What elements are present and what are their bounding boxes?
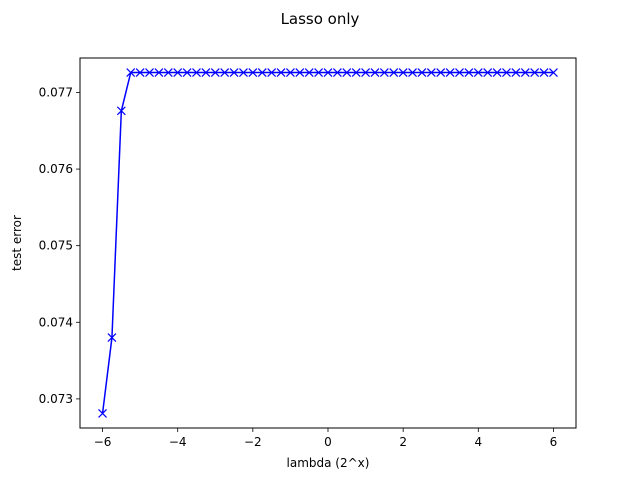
data-point-marker (173, 68, 183, 77)
data-point-marker (145, 68, 154, 77)
data-point-marker (342, 68, 352, 77)
x-axis-label: lambda (2^x) (287, 456, 370, 470)
data-point-marker (361, 68, 371, 77)
data-point-marker (417, 68, 427, 77)
data-point-marker (154, 68, 164, 77)
y-tick-label: 0.074 (39, 315, 73, 329)
data-point-marker (520, 68, 530, 77)
data-point-marker (530, 68, 540, 77)
data-point-marker (370, 68, 380, 77)
y-axis-label: test error (10, 215, 24, 271)
data-point-marker (239, 68, 248, 77)
data-point-marker (285, 68, 295, 77)
data-point-marker (323, 68, 333, 77)
data-point-marker (210, 68, 220, 77)
data-point-marker (248, 68, 258, 77)
data-point-marker (126, 68, 136, 77)
y-tick-label: 0.077 (39, 85, 73, 99)
axes-frame (79, 57, 577, 429)
data-point-marker (295, 68, 305, 77)
data-point-marker (257, 68, 267, 77)
data-point-marker (182, 68, 192, 77)
x-tick-label: 4 (474, 435, 482, 449)
y-tick-label: 0.076 (39, 162, 73, 176)
data-point-marker (116, 106, 126, 116)
chart-title: Lasso only (281, 10, 360, 28)
data-point-marker (98, 409, 107, 418)
data-point-marker (163, 68, 173, 77)
data-point-marker (276, 68, 286, 77)
data-point-marker (201, 68, 211, 77)
data-point-marker (502, 68, 511, 77)
data-point-marker (314, 68, 324, 77)
data-point-marker (436, 68, 446, 77)
x-tick-label: 6 (550, 435, 558, 449)
data-point-marker (135, 68, 145, 77)
data-point-marker (389, 68, 399, 77)
data-point-marker (455, 68, 464, 77)
data-point-marker (304, 68, 314, 77)
plot-area: −6 −4 −2 0 2 4 6 0.073 0.074 0.075 0.076 0.077 (39, 68, 558, 449)
data-point-marker (549, 68, 558, 77)
data-point-marker (539, 68, 549, 77)
data-point-marker (332, 68, 342, 77)
data-point-marker (445, 68, 455, 77)
y-tick-label: 0.073 (39, 392, 73, 406)
data-point-marker (492, 68, 502, 77)
data-point-marker (220, 68, 230, 77)
data-point-marker (229, 68, 239, 77)
data-point-marker (107, 333, 117, 343)
x-tick-label: 0 (324, 435, 332, 449)
x-tick-label: −4 (169, 435, 187, 449)
data-point-marker (511, 68, 521, 77)
data-point-marker (473, 68, 483, 77)
data-point-marker (483, 68, 493, 77)
x-tick-label: −2 (244, 435, 262, 449)
y-tick-label: 0.075 (39, 239, 73, 253)
x-tick-label: 2 (399, 435, 407, 449)
data-point-marker (379, 68, 389, 77)
data-point-marker (351, 68, 361, 77)
data-point-marker (267, 68, 277, 77)
data-point-marker (464, 68, 474, 77)
x-tick-label: −6 (94, 435, 112, 449)
data-point-marker (192, 68, 201, 77)
data-point-marker (426, 68, 436, 77)
data-point-marker (408, 68, 417, 77)
data-point-marker (398, 68, 408, 77)
